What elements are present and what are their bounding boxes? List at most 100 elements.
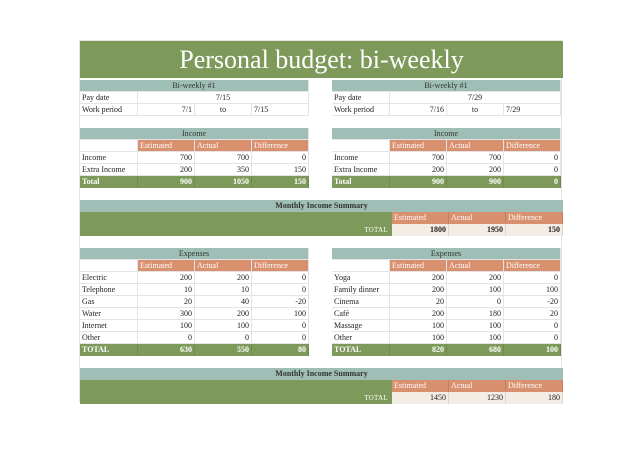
column-header[interactable]: Estimated xyxy=(392,212,449,224)
work-period-label[interactable]: Work period xyxy=(332,104,390,116)
column-header[interactable]: Difference xyxy=(252,140,309,152)
income-header[interactable]: Income xyxy=(332,128,561,140)
income-label[interactable]: Extra Income xyxy=(332,164,390,176)
column-header[interactable]: Estimated xyxy=(138,140,195,152)
difference-value[interactable]: 0 xyxy=(504,332,561,344)
expense-label[interactable]: Cinema xyxy=(332,296,390,308)
estimated-value[interactable]: 20 xyxy=(138,296,195,308)
actual-value[interactable]: 200 xyxy=(195,308,252,320)
column-header[interactable]: Estimated xyxy=(390,260,447,272)
summary-actual[interactable]: 1230 xyxy=(449,392,506,404)
blank-cell[interactable] xyxy=(332,140,390,152)
estimated-value[interactable]: 200 xyxy=(138,164,195,176)
estimated-value[interactable]: 300 xyxy=(138,308,195,320)
total-label[interactable]: Total xyxy=(80,176,138,188)
income-label[interactable]: Income xyxy=(332,152,390,164)
summary-difference[interactable]: 150 xyxy=(506,224,563,236)
total-label[interactable]: TOTAL xyxy=(80,344,138,356)
total-estimated[interactable]: 900 xyxy=(138,176,195,188)
actual-value[interactable]: 700 xyxy=(447,152,504,164)
work-to[interactable]: 7/15 xyxy=(252,104,309,116)
actual-value[interactable]: 100 xyxy=(447,284,504,296)
total-difference[interactable]: 100 xyxy=(504,344,561,356)
estimated-value[interactable]: 700 xyxy=(390,152,447,164)
column-header[interactable]: Difference xyxy=(506,380,563,392)
column-header[interactable]: Actual xyxy=(447,140,504,152)
difference-value[interactable]: 0 xyxy=(252,332,309,344)
difference-value[interactable]: 0 xyxy=(252,284,309,296)
actual-value[interactable]: 180 xyxy=(447,308,504,320)
summary-difference[interactable]: 180 xyxy=(506,392,563,404)
total-difference[interactable]: 80 xyxy=(252,344,309,356)
expense-label[interactable]: Family dinner xyxy=(332,284,390,296)
expense-label[interactable]: Café xyxy=(332,308,390,320)
expense-label[interactable]: Yoga xyxy=(332,272,390,284)
difference-value[interactable]: 0 xyxy=(252,272,309,284)
pay-date-value[interactable]: 7/29 xyxy=(390,92,561,104)
expense-label[interactable]: Other xyxy=(332,332,390,344)
pay-date-value[interactable]: 7/15 xyxy=(138,92,309,104)
column-header[interactable]: Actual xyxy=(195,260,252,272)
period-header[interactable]: Bi-weekly #1 xyxy=(80,80,309,92)
pay-date-label[interactable]: Pay date xyxy=(80,92,138,104)
period-header[interactable]: Bi-weekly #1 xyxy=(332,80,561,92)
difference-value[interactable]: 0 xyxy=(252,320,309,332)
estimated-value[interactable]: 200 xyxy=(138,272,195,284)
expense-label[interactable]: Other xyxy=(80,332,138,344)
estimated-value[interactable]: 20 xyxy=(390,296,447,308)
income-label[interactable]: Extra Income xyxy=(80,164,138,176)
estimated-value[interactable]: 0 xyxy=(138,332,195,344)
difference-value[interactable]: 0 xyxy=(504,320,561,332)
total-label[interactable]: TOTAL xyxy=(332,344,390,356)
column-header[interactable]: Difference xyxy=(504,140,561,152)
column-header[interactable]: Estimated xyxy=(390,140,447,152)
pay-date-label[interactable]: Pay date xyxy=(332,92,390,104)
difference-value[interactable]: -20 xyxy=(504,296,561,308)
to-label[interactable]: to xyxy=(447,104,504,116)
summary-estimated[interactable]: 1450 xyxy=(392,392,449,404)
estimated-value[interactable]: 100 xyxy=(138,320,195,332)
column-header[interactable]: Actual xyxy=(195,140,252,152)
estimated-value[interactable]: 200 xyxy=(390,164,447,176)
to-label[interactable]: to xyxy=(195,104,252,116)
expense-label[interactable]: Internet xyxy=(80,320,138,332)
work-from[interactable]: 7/1 xyxy=(138,104,195,116)
summary-estimated[interactable]: 1800 xyxy=(392,224,449,236)
total-actual[interactable]: 900 xyxy=(447,176,504,188)
actual-value[interactable]: 0 xyxy=(195,332,252,344)
blank-cell[interactable] xyxy=(80,260,138,272)
expense-label[interactable]: Gas xyxy=(80,296,138,308)
expenses-header[interactable]: Expenses xyxy=(332,248,561,260)
expense-label[interactable]: Electric xyxy=(80,272,138,284)
column-header[interactable]: Actual xyxy=(449,212,506,224)
total-estimated[interactable]: 820 xyxy=(390,344,447,356)
estimated-value[interactable]: 200 xyxy=(390,284,447,296)
estimated-value[interactable]: 200 xyxy=(390,272,447,284)
actual-value[interactable]: 200 xyxy=(447,164,504,176)
difference-value[interactable]: 0 xyxy=(252,152,309,164)
total-estimated[interactable]: 900 xyxy=(390,176,447,188)
expense-label[interactable]: Massage xyxy=(332,320,390,332)
work-period-label[interactable]: Work period xyxy=(80,104,138,116)
column-header[interactable]: Difference xyxy=(506,212,563,224)
blank-cell[interactable] xyxy=(80,140,138,152)
difference-value[interactable]: 0 xyxy=(504,152,561,164)
summary-actual[interactable]: 1950 xyxy=(449,224,506,236)
blank-cell[interactable] xyxy=(332,260,390,272)
estimated-value[interactable]: 200 xyxy=(390,308,447,320)
actual-value[interactable]: 100 xyxy=(447,320,504,332)
estimated-value[interactable]: 10 xyxy=(138,284,195,296)
expenses-header[interactable]: Expenses xyxy=(80,248,309,260)
estimated-value[interactable]: 100 xyxy=(390,332,447,344)
actual-value[interactable]: 40 xyxy=(195,296,252,308)
difference-value[interactable]: 100 xyxy=(504,284,561,296)
income-header[interactable]: Income xyxy=(80,128,309,140)
actual-value[interactable]: 200 xyxy=(195,272,252,284)
actual-value[interactable]: 10 xyxy=(195,284,252,296)
estimated-value[interactable]: 100 xyxy=(390,320,447,332)
total-difference[interactable]: 150 xyxy=(252,176,309,188)
column-header[interactable]: Actual xyxy=(449,380,506,392)
actual-value[interactable]: 100 xyxy=(447,332,504,344)
total-difference[interactable]: 0 xyxy=(504,176,561,188)
difference-value[interactable]: 150 xyxy=(252,164,309,176)
